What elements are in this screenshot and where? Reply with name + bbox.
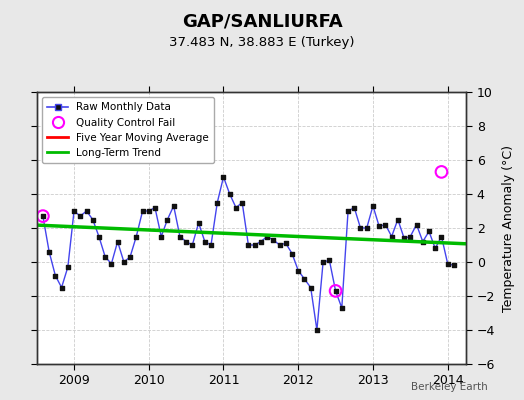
Y-axis label: Temperature Anomaly (°C): Temperature Anomaly (°C)	[502, 144, 515, 312]
Point	[101, 254, 110, 260]
Point	[188, 242, 196, 248]
Point	[412, 222, 421, 228]
Point	[387, 233, 396, 240]
Text: GAP/SANLIURFA: GAP/SANLIURFA	[182, 12, 342, 30]
Point	[319, 259, 328, 265]
Point	[201, 238, 209, 245]
Text: Berkeley Earth: Berkeley Earth	[411, 382, 487, 392]
Point	[275, 242, 283, 248]
Point	[151, 204, 159, 211]
Point	[145, 208, 153, 214]
Point	[381, 222, 390, 228]
Point	[176, 233, 184, 240]
Point	[300, 276, 309, 282]
Point	[331, 288, 340, 294]
Point	[394, 216, 402, 223]
Point	[356, 225, 365, 231]
Point	[220, 174, 228, 180]
Point	[163, 216, 172, 223]
Point	[207, 242, 215, 248]
Point	[70, 208, 78, 214]
Point	[294, 267, 302, 274]
Point	[225, 191, 234, 197]
Point	[438, 169, 446, 175]
Point	[406, 233, 414, 240]
Point	[288, 250, 296, 257]
Point	[51, 272, 60, 279]
Point	[307, 284, 315, 291]
Point	[232, 204, 240, 211]
Point	[169, 203, 178, 209]
Point	[344, 208, 352, 214]
Point	[182, 238, 190, 245]
Point	[107, 260, 116, 267]
Point	[157, 233, 166, 240]
Point	[45, 248, 53, 255]
Point	[126, 254, 134, 260]
Point	[375, 223, 384, 230]
Point	[431, 245, 440, 252]
Point	[331, 288, 340, 294]
Point	[213, 199, 222, 206]
Point	[363, 225, 371, 231]
Point	[313, 327, 321, 333]
Point	[194, 220, 203, 226]
Point	[39, 213, 47, 219]
Point	[113, 238, 122, 245]
Point	[132, 233, 140, 240]
Point	[269, 237, 278, 243]
Point	[425, 228, 433, 234]
Point	[238, 199, 246, 206]
Point	[39, 213, 47, 219]
Point	[257, 238, 265, 245]
Point	[76, 213, 84, 219]
Point	[95, 233, 103, 240]
Point	[369, 203, 377, 209]
Point	[119, 259, 128, 265]
Point	[281, 240, 290, 246]
Point	[337, 305, 346, 311]
Point	[57, 284, 66, 291]
Point	[438, 233, 446, 240]
Point	[263, 233, 271, 240]
Point	[400, 235, 408, 241]
Text: 37.483 N, 38.883 E (Turkey): 37.483 N, 38.883 E (Turkey)	[169, 36, 355, 49]
Point	[443, 260, 452, 267]
Point	[63, 264, 72, 270]
Point	[89, 216, 97, 223]
Point	[244, 242, 253, 248]
Point	[325, 257, 334, 264]
Point	[350, 204, 358, 211]
Point	[419, 238, 427, 245]
Point	[138, 208, 147, 214]
Point	[450, 262, 458, 269]
Point	[82, 208, 91, 214]
Legend: Raw Monthly Data, Quality Control Fail, Five Year Moving Average, Long-Term Tren: Raw Monthly Data, Quality Control Fail, …	[42, 97, 214, 163]
Point	[250, 242, 259, 248]
